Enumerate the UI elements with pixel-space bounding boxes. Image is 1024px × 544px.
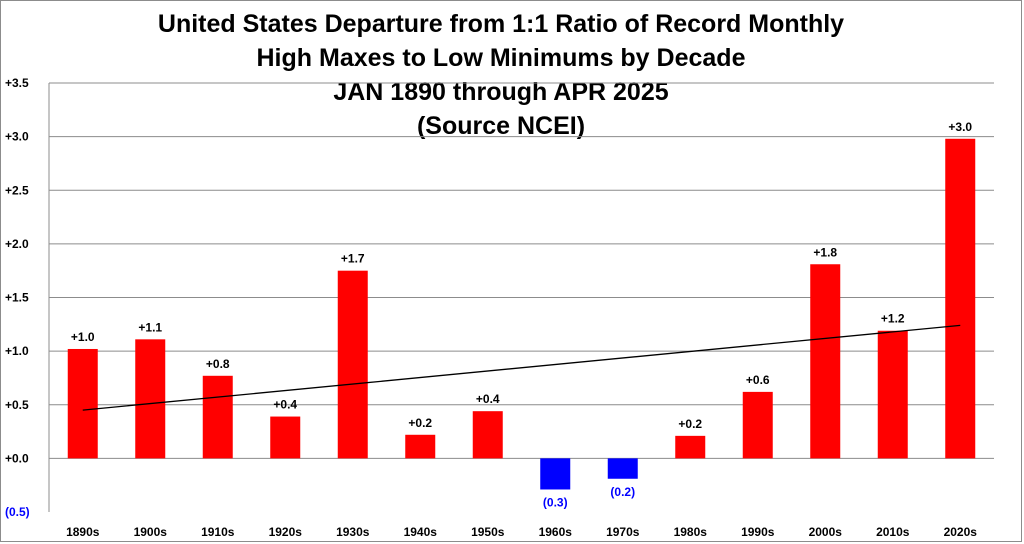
- bar-1900s: [135, 339, 166, 459]
- bar-2000s: [810, 264, 841, 459]
- data-label-1900s: +1.1: [138, 320, 162, 334]
- y-tick-label: +1.0: [5, 344, 29, 358]
- x-tick-label: 2010s: [876, 525, 910, 539]
- x-tick-label: 1920s: [269, 525, 303, 539]
- bar-1950s: [472, 411, 503, 459]
- data-label-1920s: +0.4: [273, 398, 297, 412]
- x-tick-label: 1950s: [471, 525, 505, 539]
- x-tick-label: 1940s: [404, 525, 438, 539]
- bar-1910s: [202, 375, 233, 459]
- chart-title: United States Departure from 1:1 Ratio o…: [1, 7, 1001, 143]
- y-tick-label: +0.5: [5, 398, 29, 412]
- x-tick-label: 1890s: [66, 525, 100, 539]
- bar-1940s: [405, 434, 436, 459]
- y-tick-label: (0.5): [5, 505, 30, 519]
- x-tick-label: 2000s: [809, 525, 843, 539]
- trendline: [82, 324, 961, 411]
- x-tick-label: 1900s: [134, 525, 168, 539]
- bar-1890s: [67, 348, 98, 459]
- bar-1920s: [270, 416, 301, 459]
- title-line-2: High Maxes to Low Minimums by Decade: [256, 44, 746, 72]
- y-tick-label: +3.0: [5, 130, 29, 144]
- x-tick-label: 1960s: [539, 525, 573, 539]
- bar-1970s: [607, 458, 638, 479]
- data-label-1940s: +0.2: [408, 416, 432, 430]
- data-label-2010s: +1.2: [881, 312, 905, 326]
- data-label-2020s: +3.0: [948, 120, 972, 134]
- data-label-1910s: +0.8: [206, 357, 230, 371]
- x-tick-label: 1910s: [201, 525, 235, 539]
- x-tick-label: 1970s: [606, 525, 640, 539]
- bar-2020s: [945, 138, 976, 459]
- x-tick-label: 1980s: [674, 525, 708, 539]
- data-label-2000s: +1.8: [813, 245, 837, 259]
- y-tick-label: +1.5: [5, 291, 29, 305]
- data-label-1980s: +0.2: [678, 417, 702, 431]
- data-label-1890s: +1.0: [71, 330, 95, 344]
- bar-1960s: [540, 458, 571, 490]
- x-tick-label: 2020s: [944, 525, 978, 539]
- bar-1990s: [742, 391, 773, 459]
- data-label-1990s: +0.6: [746, 373, 770, 387]
- data-label-1950s: +0.4: [476, 392, 500, 406]
- data-label-1960s: (0.3): [543, 495, 568, 509]
- data-label-1970s: (0.2): [610, 485, 635, 499]
- bar-1980s: [675, 435, 706, 459]
- x-tick-label: 1990s: [741, 525, 775, 539]
- data-label-1930s: +1.7: [341, 252, 365, 266]
- title-line-1: United States Departure from 1:1 Ratio o…: [157, 10, 845, 38]
- y-tick-label: +2.0: [5, 237, 29, 251]
- y-tick-label: +2.5: [5, 183, 29, 197]
- y-tick-label: +0.0: [5, 451, 29, 465]
- title-line-4: (Source NCEI): [416, 112, 586, 140]
- bar-1930s: [337, 270, 368, 459]
- y-tick-label: +3.5: [5, 76, 29, 90]
- bar-2010s: [877, 330, 908, 459]
- x-tick-label: 1930s: [336, 525, 370, 539]
